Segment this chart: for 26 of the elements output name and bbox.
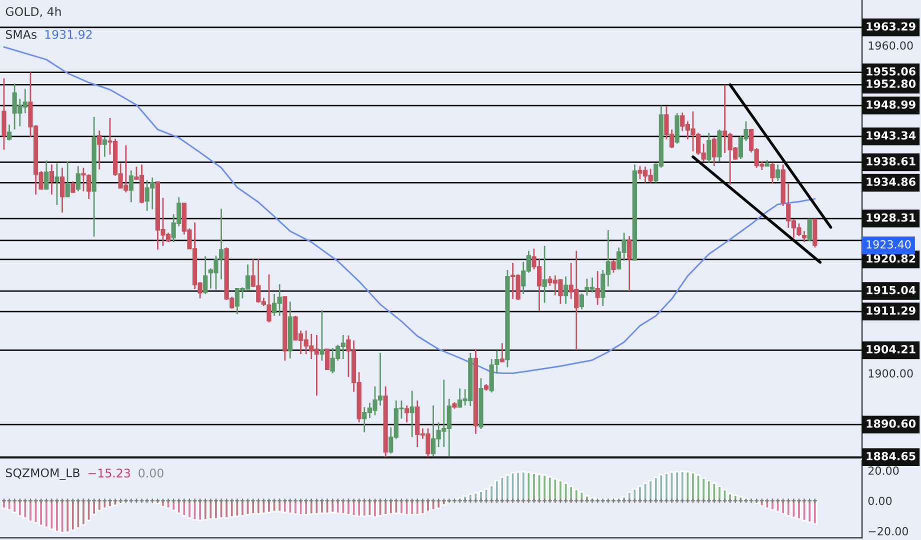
text: GOLD, 4h <box>6 6 61 18</box>
ref-line-label: 1884.65 <box>866 452 916 460</box>
text: SQZMOM_LB <box>6 468 80 480</box>
y-tick-label: 0.00 <box>868 496 892 506</box>
ref-line-label: 1934.86 <box>866 178 916 186</box>
ref-line-label: 1911.29 <box>866 306 916 315</box>
ref-line-label: 1915.04 <box>866 286 916 294</box>
ref-line-label: 1938.61 <box>866 157 916 166</box>
annotation: 0.00 <box>138 468 164 478</box>
ref-line-label: 1890.60 <box>866 419 916 428</box>
y-tick-label: 20.00 <box>868 466 899 475</box>
text: SMAs <box>6 30 36 39</box>
y-tick-label: 1960.00 <box>868 41 913 50</box>
ref-line-label: 1928.31 <box>866 213 916 222</box>
ref-line-label: 1955.06 <box>866 67 916 76</box>
ref-line-label: 1963.29 <box>866 22 916 31</box>
ref-line-label: 1904.21 <box>866 345 916 354</box>
ref-line-label: 1952.80 <box>866 80 916 88</box>
annotation: 1931.92 <box>45 30 92 39</box>
ref-line-label: 1948.99 <box>866 100 916 109</box>
y-tick-label: −20.00 <box>868 527 908 536</box>
y-tick-label: 1900.00 <box>868 369 913 378</box>
ref-line-label: 1920.82 <box>866 254 916 263</box>
text: 1923.40 <box>866 240 911 249</box>
ref-line-label: 1943.34 <box>866 131 916 140</box>
annotation: −15.23 <box>88 468 130 478</box>
